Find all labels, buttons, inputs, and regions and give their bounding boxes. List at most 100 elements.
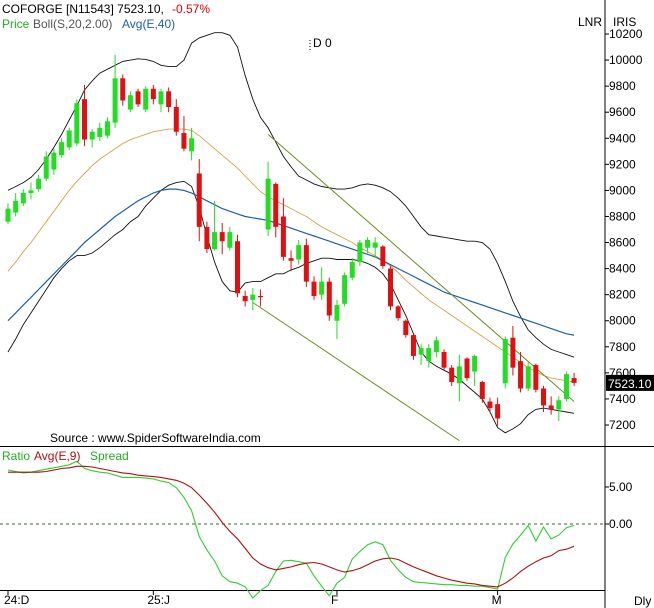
candle xyxy=(311,276,317,300)
candle xyxy=(403,319,409,338)
candle xyxy=(250,288,256,311)
candle-body xyxy=(372,242,378,248)
candle-body xyxy=(464,358,470,379)
candle xyxy=(66,127,72,150)
price-tick-label: 10000 xyxy=(609,53,643,67)
candle xyxy=(36,174,42,192)
candle-body xyxy=(173,106,179,132)
candle xyxy=(334,299,340,339)
price-tick-label: 7200 xyxy=(609,418,636,432)
frequency-label[interactable]: Dly xyxy=(634,594,651,608)
candle-body xyxy=(548,405,554,410)
candle xyxy=(518,352,524,393)
candle xyxy=(265,161,271,237)
candle-body xyxy=(426,348,432,362)
candle-body xyxy=(326,281,332,316)
candle-body xyxy=(120,78,126,101)
candle xyxy=(288,250,294,272)
lnr-label[interactable]: LNR xyxy=(578,15,602,29)
candle xyxy=(235,234,240,298)
price-tick-label: 7800 xyxy=(609,340,636,354)
candle xyxy=(28,182,34,200)
candle-body xyxy=(334,305,340,321)
candle xyxy=(51,148,57,175)
candle-body xyxy=(349,262,355,278)
avg40-line xyxy=(7,188,575,336)
candle-body xyxy=(487,401,493,409)
candle xyxy=(472,354,478,386)
candle xyxy=(196,159,202,242)
candle-body xyxy=(227,232,233,248)
candle-body xyxy=(181,133,187,149)
candle-body xyxy=(59,142,65,156)
price-tick-label: 8800 xyxy=(609,209,636,223)
candle xyxy=(120,74,126,106)
candle-body xyxy=(273,183,279,227)
legend-avg40: Avg(E,40) xyxy=(122,17,175,31)
legend-ratio-avg: Avg(E,9) xyxy=(34,449,80,463)
candle xyxy=(541,385,546,412)
candle-body xyxy=(418,348,424,355)
candle-body xyxy=(541,388,546,406)
candle-body xyxy=(74,103,80,144)
candle-body xyxy=(319,281,325,295)
candle xyxy=(395,305,401,321)
price-tick-label: 8600 xyxy=(609,236,636,250)
price-tick-label: 7400 xyxy=(609,392,636,406)
candle-body xyxy=(495,404,501,419)
ratio-plot-area xyxy=(0,460,605,599)
candle-body xyxy=(441,352,447,368)
candle-body xyxy=(403,320,409,336)
ratio-avg-line xyxy=(8,465,575,588)
candle xyxy=(303,238,309,287)
candle-body xyxy=(166,91,172,107)
candle xyxy=(97,122,103,141)
candle xyxy=(43,151,49,182)
candle-body xyxy=(97,127,103,137)
price-tick-label: 9800 xyxy=(609,79,636,93)
candle-body xyxy=(242,295,248,302)
candle xyxy=(212,200,218,251)
legend-ratio: Ratio xyxy=(2,449,30,463)
candle xyxy=(548,396,554,415)
iris-label[interactable]: IRIS xyxy=(613,15,636,29)
candle-body xyxy=(257,295,263,298)
candle-body xyxy=(518,361,524,389)
candle xyxy=(13,193,19,217)
candle xyxy=(349,258,355,281)
candle xyxy=(571,372,577,386)
candle xyxy=(556,396,562,422)
candle xyxy=(74,99,80,147)
candle xyxy=(104,117,110,139)
time-label: 24:D xyxy=(4,593,30,607)
candle-body xyxy=(563,374,569,399)
candle xyxy=(426,344,432,368)
candle-body xyxy=(112,78,118,123)
candle-body xyxy=(357,242,363,263)
candle-body xyxy=(104,121,110,136)
time-label: F xyxy=(331,593,338,607)
spread-line xyxy=(7,460,575,599)
candle xyxy=(502,336,508,389)
candle-body xyxy=(43,156,49,179)
candle-body xyxy=(212,232,218,250)
price-tick-label: 8400 xyxy=(609,262,636,276)
trend-channel-line xyxy=(252,302,460,442)
candle xyxy=(181,116,187,152)
candle xyxy=(280,198,286,261)
ratio-tick-label: 5.00 xyxy=(609,480,633,494)
candle-body xyxy=(20,193,26,204)
candle-body xyxy=(479,381,485,399)
boll-upper-line xyxy=(7,32,575,358)
price-plot-area xyxy=(5,32,577,442)
candle-body xyxy=(449,367,455,382)
candle-body xyxy=(303,245,309,282)
candle-body xyxy=(395,306,401,319)
price-tick-label: 10200 xyxy=(609,27,643,41)
candle-body xyxy=(571,378,577,383)
source-credit: Source : www.SpiderSoftwareIndia.com xyxy=(50,431,261,445)
price-tick-label: 9400 xyxy=(609,131,636,145)
candle xyxy=(135,88,141,107)
ratio-tick-label: 0.00 xyxy=(609,517,633,531)
candle-body xyxy=(204,226,210,250)
